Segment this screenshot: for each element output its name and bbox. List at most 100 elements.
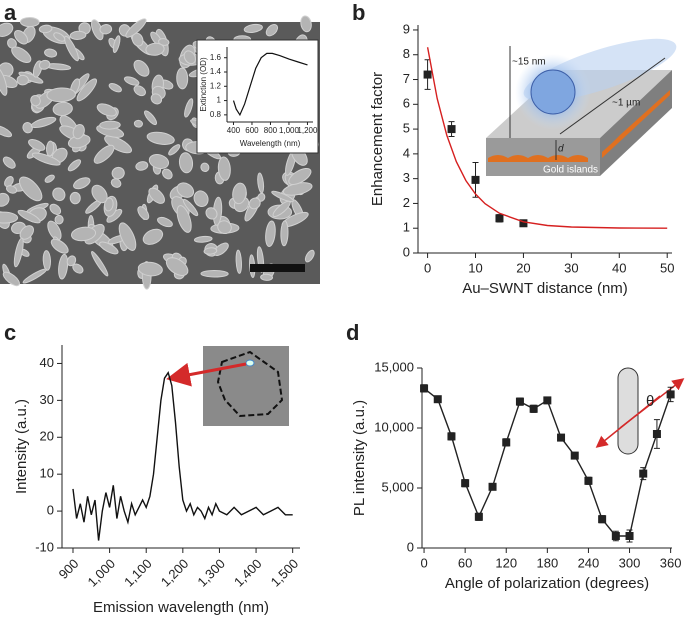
y-tick-label: -10 [35,539,54,554]
grain [64,35,79,62]
grain [0,192,10,207]
y-tick-label: 5 [403,121,410,136]
grain [176,67,189,90]
grain [133,119,143,128]
grain [280,220,289,247]
marker [423,70,432,79]
grain [73,177,91,190]
x-tick-label: 20 [516,260,530,275]
grain [14,29,29,45]
x-tick-label: 800 [264,126,278,135]
grain [104,135,133,154]
y-tick-label: 9 [403,21,410,36]
grain [53,32,66,42]
grain [205,207,218,220]
grain [265,220,276,248]
grain [183,50,196,65]
annotation: d [558,144,564,155]
grain [176,205,192,233]
x-tick-label: 300 [619,555,641,570]
grain [104,197,114,212]
marker [495,214,504,223]
x-tick-label: 240 [578,555,600,570]
grain [110,178,122,188]
grain [271,190,294,203]
y-tick-label: 10 [40,466,54,481]
y-tick-label: 20 [40,429,54,444]
x-tick-label: 400 [227,126,241,135]
grain [108,82,122,93]
grain [165,257,189,276]
grain [217,156,231,181]
marker [584,476,593,485]
y-tick-label: 0.8 [210,110,222,119]
grain [137,261,163,277]
grain [133,59,150,77]
y-tick-label: 0 [403,244,410,259]
grain [91,251,109,277]
x-tick-label: 0 [424,260,431,275]
grain [99,120,121,130]
grain [50,238,69,254]
grain [46,87,76,103]
y-axis-label: Enhancement factor [369,72,386,206]
panel-label: b [352,0,365,25]
y-tick-label: 6 [403,96,410,111]
y-tick-label: 1.6 [210,53,222,62]
grain [91,184,108,204]
marker [557,433,566,442]
marker [515,397,524,406]
marker [639,469,648,478]
grain [193,235,213,243]
marker [666,390,675,399]
panel-label: d [346,320,359,345]
grain [288,167,312,185]
x-tick-label: 600 [245,126,259,135]
grain [44,48,58,58]
marker [461,479,470,488]
grain [161,168,173,180]
grain [69,30,87,40]
x-tick-label: 0 [420,555,427,570]
grain [31,152,61,166]
grain [148,154,170,170]
grain [30,116,57,129]
grain [123,76,140,86]
grain [18,71,44,84]
grain [203,247,218,255]
grain [96,103,117,117]
grain [176,182,195,198]
grain [150,93,163,105]
grain [111,166,125,180]
grain [304,249,315,263]
grain [4,176,14,188]
line [232,52,308,117]
y-tick-label: 1 [217,96,222,105]
grain [217,220,232,235]
grain [265,23,279,37]
grain [49,203,62,215]
grain [235,249,242,274]
grain [52,187,66,202]
marker [471,175,480,184]
x-axis-label: Angle of polarization (degrees) [445,575,649,592]
schematic [486,38,677,176]
marker [529,404,538,413]
grain [232,182,247,205]
marker [543,396,552,405]
grain [28,138,46,151]
grain [99,24,113,35]
grain [58,253,69,280]
y-tick-label: 30 [40,392,54,407]
x-tick-label: 1,200 [297,126,318,135]
x-tick-label: 50 [660,260,674,275]
marker [611,532,620,540]
grain [66,255,77,267]
annotation: ~1 µm [612,98,640,109]
y-tick-label: 1 [403,220,410,235]
grain [42,250,51,271]
y-tick-label: 4 [403,145,410,160]
x-tick-label: 1,400 [231,556,265,590]
grain [2,156,16,169]
